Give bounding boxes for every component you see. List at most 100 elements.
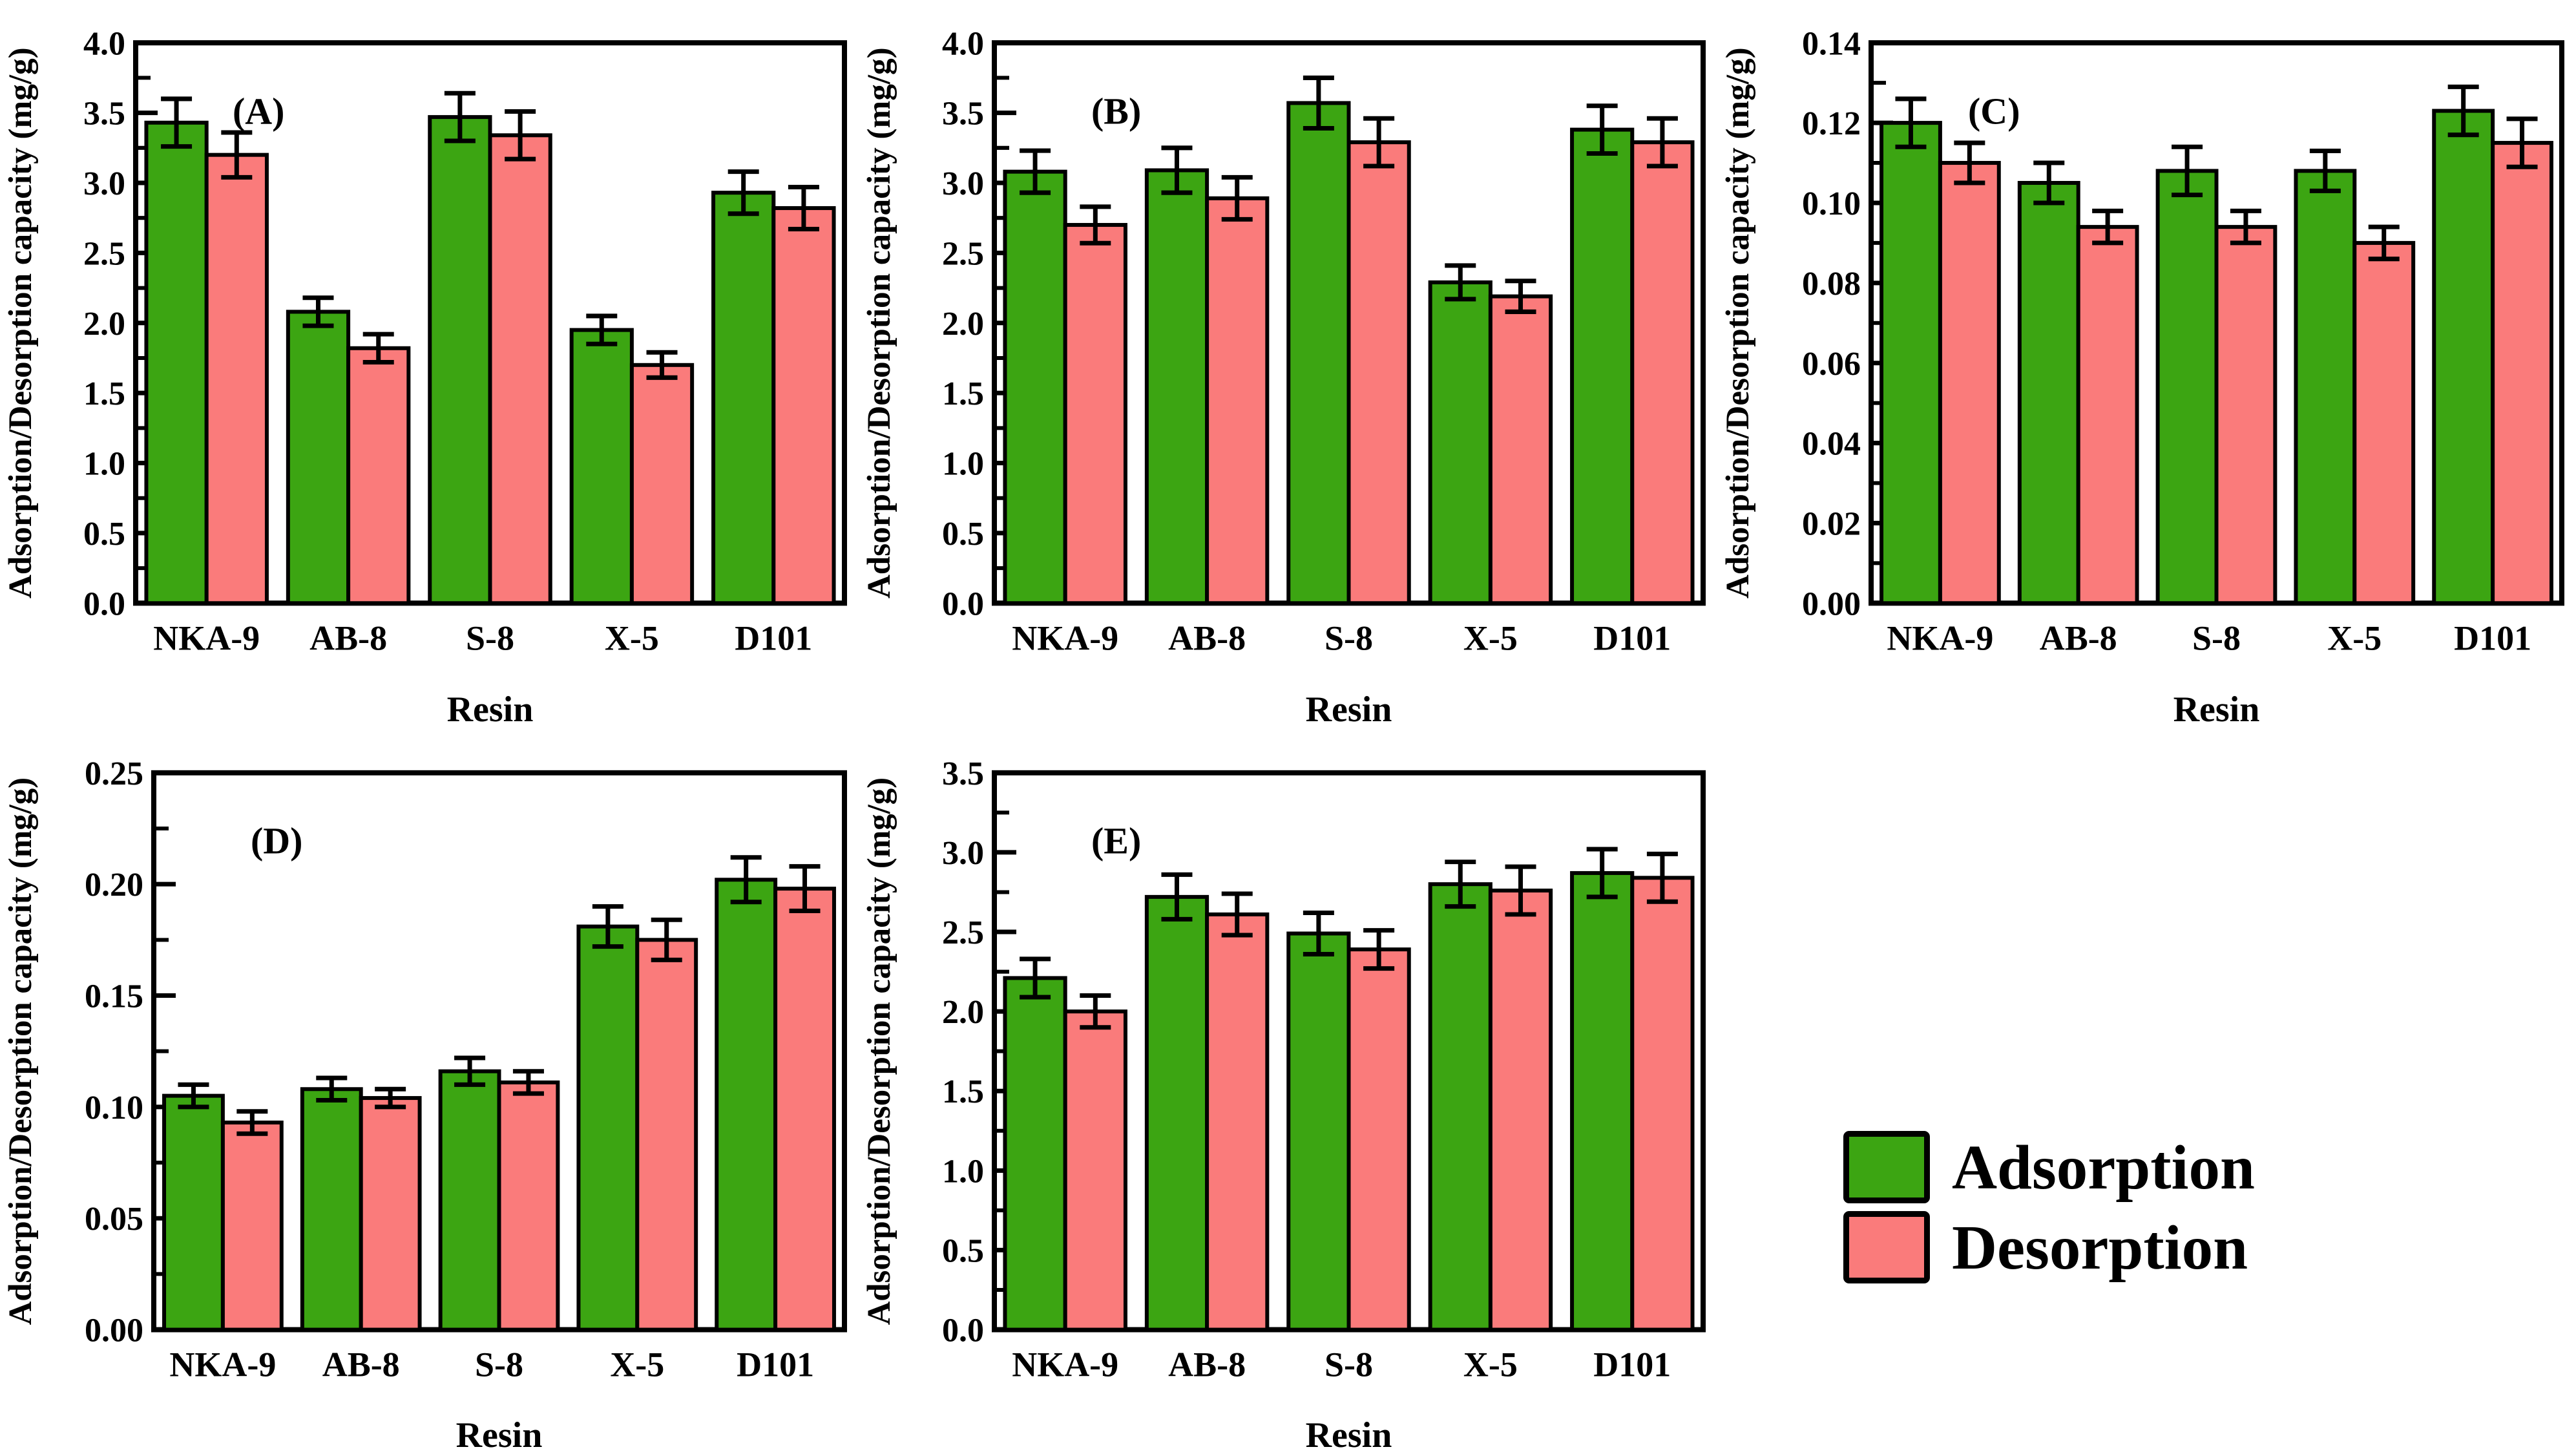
bar-adsorption-S-8 xyxy=(1286,931,1351,1332)
x-category-label: S-8 xyxy=(475,1345,523,1384)
bar-desorption-AB-8 xyxy=(359,1096,422,1332)
y-tick-label: 2.5 xyxy=(942,235,984,272)
bar-adsorption-AB-8 xyxy=(1144,168,1209,606)
y-tick-label: 4.0 xyxy=(83,25,125,62)
legend-item-desorption: Desorption xyxy=(1843,1211,2255,1283)
x-category-label: NKA-9 xyxy=(153,618,260,657)
adsorption-swatch xyxy=(1843,1131,1930,1203)
x-category-label: AB-8 xyxy=(2040,618,2117,657)
y-tick-label: 0.20 xyxy=(85,867,143,903)
y-tick-label: 0.02 xyxy=(1802,505,1861,542)
bar-adsorption-AB-8 xyxy=(1144,894,1209,1332)
y-tick-label: 1.5 xyxy=(83,375,125,412)
bar-desorption-S-8 xyxy=(1346,140,1411,606)
y-tick-label: 0.0 xyxy=(942,586,984,622)
bar-adsorption-S-8 xyxy=(2155,169,2219,606)
x-category-label: S-8 xyxy=(466,618,514,657)
y-axis-title: Adsorption/Desorption capacity (mg/g) xyxy=(3,777,39,1325)
y-tick-label: 0.08 xyxy=(1802,266,1861,302)
bar-desorption-X-5 xyxy=(1488,889,1553,1332)
desorption-legend-label: Desorption xyxy=(1952,1212,2248,1282)
adsorption-legend-label: Adsorption xyxy=(1952,1132,2255,1202)
panel-letter: (B) xyxy=(1091,90,1141,132)
bar-adsorption-D101 xyxy=(711,191,776,606)
y-tick-label: 1.5 xyxy=(942,1073,984,1110)
chart-panel-b: 0.0 0.5 1.0 1.5 2.0 2.5 3.0 3.5 4.0 NKA-9 AB-8 S-8 X… xyxy=(859,0,1717,730)
y-tick-label: 2.0 xyxy=(83,306,125,343)
y-tick-label: 1.5 xyxy=(942,375,984,412)
y-tick-label: 2.0 xyxy=(942,994,984,1031)
y-tick-label: 3.0 xyxy=(942,835,984,872)
legend-item-adsorption: Adsorption xyxy=(1843,1131,2255,1203)
y-tick-label: 0.10 xyxy=(1802,185,1861,222)
y-tick-label: 0.10 xyxy=(85,1090,143,1126)
panel-letter: (C) xyxy=(1968,90,2020,132)
y-axis-title: Adsorption/Desorption capacity (mg/g) xyxy=(1719,47,1756,598)
x-category-label: X-5 xyxy=(1463,1345,1518,1384)
y-tick-label: 0.5 xyxy=(83,516,125,553)
bar-desorption-X-5 xyxy=(2352,240,2416,606)
bar-desorption-S-8 xyxy=(2214,225,2278,606)
bar-desorption-NKA-9 xyxy=(1063,223,1127,606)
bar-desorption-D101 xyxy=(1630,876,1695,1332)
bar-desorption-AB-8 xyxy=(2076,225,2139,606)
panel-letter: (D) xyxy=(251,820,302,862)
x-category-label: AB-8 xyxy=(322,1345,400,1384)
chart-panel-c: 0.00 0.02 0.04 0.06 0.08 0.10 0.12 0.14 NKA-9 AB-… xyxy=(1717,0,2576,730)
bar-adsorption-NKA-9 xyxy=(1880,121,1942,606)
x-axis-title: Resin xyxy=(1306,690,1392,730)
bar-adsorption-AB-8 xyxy=(300,1087,363,1332)
y-tick-label: 2.0 xyxy=(942,306,984,343)
y-axis-title: Adsorption/Desorption capacity (mg/g) xyxy=(861,777,897,1325)
bar-desorption-D101 xyxy=(1630,140,1695,606)
y-tick-label: 1.0 xyxy=(942,446,984,483)
x-category-label: D101 xyxy=(735,618,812,657)
y-tick-label: 3.5 xyxy=(942,96,984,132)
y-tick-label: 0.06 xyxy=(1802,346,1861,383)
bar-adsorption-D101 xyxy=(2432,109,2495,606)
x-category-label: X-5 xyxy=(1463,618,1518,657)
y-tick-label: 4.0 xyxy=(942,25,984,62)
bar-chart-a: 0.0 0.5 1.0 1.5 2.0 2.5 3.0 3.5 4.0 NKA-9 AB-8 S-8 X… xyxy=(2,25,847,730)
y-tick-label: 0.0 xyxy=(942,1313,984,1349)
x-category-label: AB-8 xyxy=(309,618,387,657)
legend-cell: Adsorption Desorption xyxy=(1717,730,2576,1456)
y-tick-label: 0.25 xyxy=(85,755,143,792)
bar-desorption-NKA-9 xyxy=(220,1120,284,1332)
bar-desorption-D101 xyxy=(773,887,836,1332)
y-tick-label: 2.5 xyxy=(83,235,125,272)
chart-panel-a: 0.0 0.5 1.0 1.5 2.0 2.5 3.0 3.5 4.0 NKA-9 AB-8 S-8 X… xyxy=(0,0,859,730)
x-category-label: D101 xyxy=(2454,618,2531,657)
bar-adsorption-NKA-9 xyxy=(162,1093,225,1332)
bar-adsorption-NKA-9 xyxy=(1003,169,1067,606)
x-category-label: NKA-9 xyxy=(169,1345,276,1384)
y-tick-label: 0.00 xyxy=(85,1313,143,1349)
bar-desorption-X-5 xyxy=(1488,294,1553,606)
bar-desorption-NKA-9 xyxy=(1063,1009,1127,1332)
x-category-label: NKA-9 xyxy=(1012,618,1118,657)
x-axis-title: Resin xyxy=(456,1415,543,1455)
x-category-label: NKA-9 xyxy=(1012,1345,1118,1384)
y-axis-title: Adsorption/Desorption capacity (mg/g) xyxy=(2,47,39,598)
y-tick-label: 0.5 xyxy=(942,1232,984,1269)
bar-chart-c: 0.00 0.02 0.04 0.06 0.08 0.10 0.12 0.14 NKA-9 AB-… xyxy=(1719,25,2564,730)
y-tick-label: 0.5 xyxy=(942,516,984,553)
bar-desorption-D101 xyxy=(771,206,836,606)
bar-adsorption-AB-8 xyxy=(286,310,351,606)
x-category-label: S-8 xyxy=(1325,1345,1373,1384)
bar-desorption-X-5 xyxy=(635,938,698,1332)
bar-adsorption-NKA-9 xyxy=(144,120,209,606)
bar-adsorption-X-5 xyxy=(576,924,640,1332)
bar-adsorption-S-8 xyxy=(428,115,492,606)
x-axis-title: Resin xyxy=(2173,690,2260,730)
bar-adsorption-D101 xyxy=(715,878,778,1332)
legend: Adsorption Desorption xyxy=(1843,1131,2255,1283)
bar-adsorption-X-5 xyxy=(2294,169,2357,606)
bar-adsorption-X-5 xyxy=(1428,882,1492,1332)
y-tick-label: 3.5 xyxy=(942,755,984,792)
y-tick-label: 0.0 xyxy=(83,586,125,622)
bar-desorption-AB-8 xyxy=(346,346,411,606)
x-category-label: S-8 xyxy=(1325,618,1373,657)
bar-chart-d: 0.00 0.05 0.10 0.15 0.20 0.25 NKA-9 AB-8 S-8 X-5 D… xyxy=(3,755,847,1455)
